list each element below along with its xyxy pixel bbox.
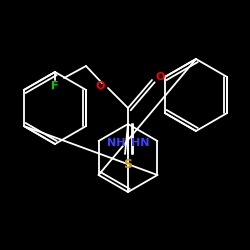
Text: O: O: [155, 72, 165, 82]
Text: NH: NH: [106, 138, 125, 148]
Text: O: O: [95, 81, 105, 91]
Text: S: S: [124, 158, 132, 170]
Text: F: F: [51, 81, 59, 91]
Text: HN: HN: [131, 138, 150, 148]
